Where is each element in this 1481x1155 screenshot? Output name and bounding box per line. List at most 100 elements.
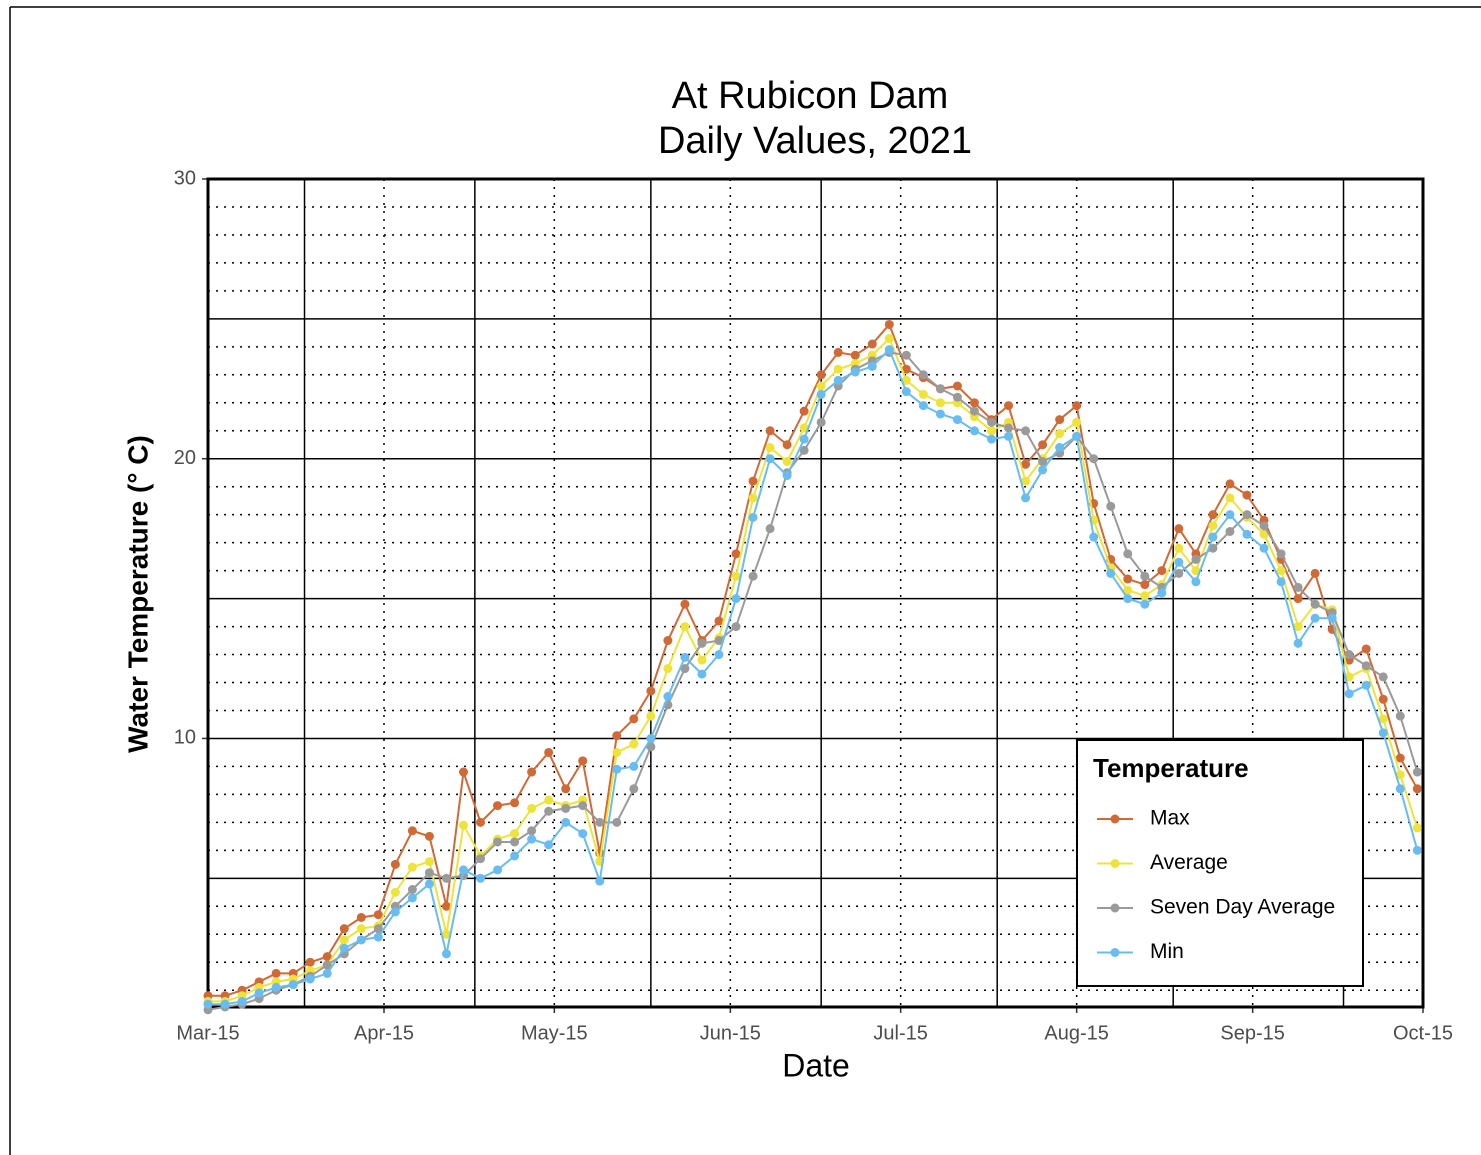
data-point — [1208, 510, 1218, 520]
chart-title: At Rubicon Dam — [672, 75, 949, 117]
data-point — [1225, 510, 1235, 520]
data-point — [544, 840, 554, 850]
data-point — [1412, 784, 1422, 794]
data-point — [1395, 770, 1405, 780]
data-point — [322, 968, 332, 978]
data-point — [748, 512, 758, 522]
data-point — [1021, 476, 1031, 486]
data-point — [1157, 588, 1167, 598]
data-point — [578, 801, 588, 811]
data-point — [561, 817, 571, 827]
data-point — [1412, 823, 1422, 833]
data-point — [646, 742, 656, 752]
data-point — [1412, 845, 1422, 855]
data-point — [424, 868, 434, 878]
x-tick-label: Aug-15 — [1044, 1022, 1109, 1044]
data-point — [1191, 577, 1201, 587]
data-point — [1140, 591, 1150, 601]
data-point — [356, 924, 366, 934]
data-point — [748, 493, 758, 503]
data-point — [1072, 431, 1082, 441]
data-point — [476, 817, 486, 827]
data-point — [884, 345, 894, 355]
data-point — [1004, 401, 1014, 411]
data-point — [663, 692, 673, 701]
data-point — [697, 669, 707, 679]
data-point — [765, 443, 775, 453]
data-point — [1021, 426, 1031, 436]
data-point — [544, 795, 554, 805]
data-point — [339, 943, 349, 953]
data-point — [1378, 672, 1388, 682]
data-point — [884, 333, 894, 343]
data-point — [1293, 622, 1303, 632]
data-point — [1310, 568, 1320, 578]
data-point — [493, 801, 503, 811]
data-point — [510, 798, 520, 808]
data-point — [339, 935, 349, 945]
data-point — [1123, 574, 1133, 584]
data-point — [714, 616, 724, 626]
y-tick-label: 10 — [174, 727, 196, 749]
data-point — [595, 817, 605, 827]
data-point — [1276, 549, 1286, 559]
data-point — [867, 339, 877, 349]
data-point — [578, 756, 588, 766]
data-point — [1395, 711, 1405, 721]
data-point — [271, 968, 281, 978]
data-point — [271, 982, 281, 992]
data-point — [1157, 566, 1167, 576]
data-point — [969, 406, 979, 416]
data-point — [816, 370, 826, 380]
data-point — [1225, 493, 1235, 503]
data-point — [441, 873, 451, 883]
data-point — [356, 935, 366, 945]
data-point — [918, 401, 928, 411]
data-point — [1055, 443, 1065, 453]
data-point — [680, 599, 690, 609]
plot-area — [203, 319, 1422, 1015]
data-point — [561, 803, 571, 813]
data-point — [850, 350, 860, 360]
data-point — [663, 636, 673, 646]
data-point — [1140, 571, 1150, 581]
data-point — [373, 932, 383, 942]
data-point — [1123, 594, 1133, 604]
data-point — [1259, 521, 1269, 531]
data-point — [646, 686, 656, 696]
data-point — [493, 837, 503, 847]
y-tick-label: 20 — [174, 447, 196, 469]
data-point — [782, 471, 792, 481]
data-point — [356, 912, 366, 922]
data-point — [1276, 566, 1286, 576]
data-point — [1174, 557, 1184, 567]
data-point — [646, 733, 656, 743]
legend-marker — [1110, 859, 1120, 868]
legend: Temperature Max Average Seven Day Average Mi… — [1076, 739, 1364, 987]
data-point — [527, 826, 537, 836]
data-point — [407, 826, 417, 836]
data-point — [935, 409, 945, 419]
data-point — [799, 406, 809, 416]
data-point — [697, 638, 707, 648]
data-point — [901, 387, 911, 397]
data-point — [629, 714, 639, 724]
chart-subtitle: Daily Values, 2021 — [658, 120, 972, 162]
data-point — [510, 851, 520, 861]
data-point — [714, 650, 724, 660]
data-point — [748, 571, 758, 581]
data-point — [1089, 532, 1099, 542]
data-point — [918, 389, 928, 399]
x-tick-label: May-15 — [521, 1022, 588, 1044]
data-point — [987, 434, 997, 444]
data-point — [782, 440, 792, 450]
data-point — [1174, 524, 1184, 534]
data-point — [441, 901, 451, 911]
data-point — [1293, 638, 1303, 648]
data-point — [935, 384, 945, 394]
data-point — [1259, 543, 1269, 553]
data-point — [884, 319, 894, 329]
data-point — [629, 784, 639, 794]
